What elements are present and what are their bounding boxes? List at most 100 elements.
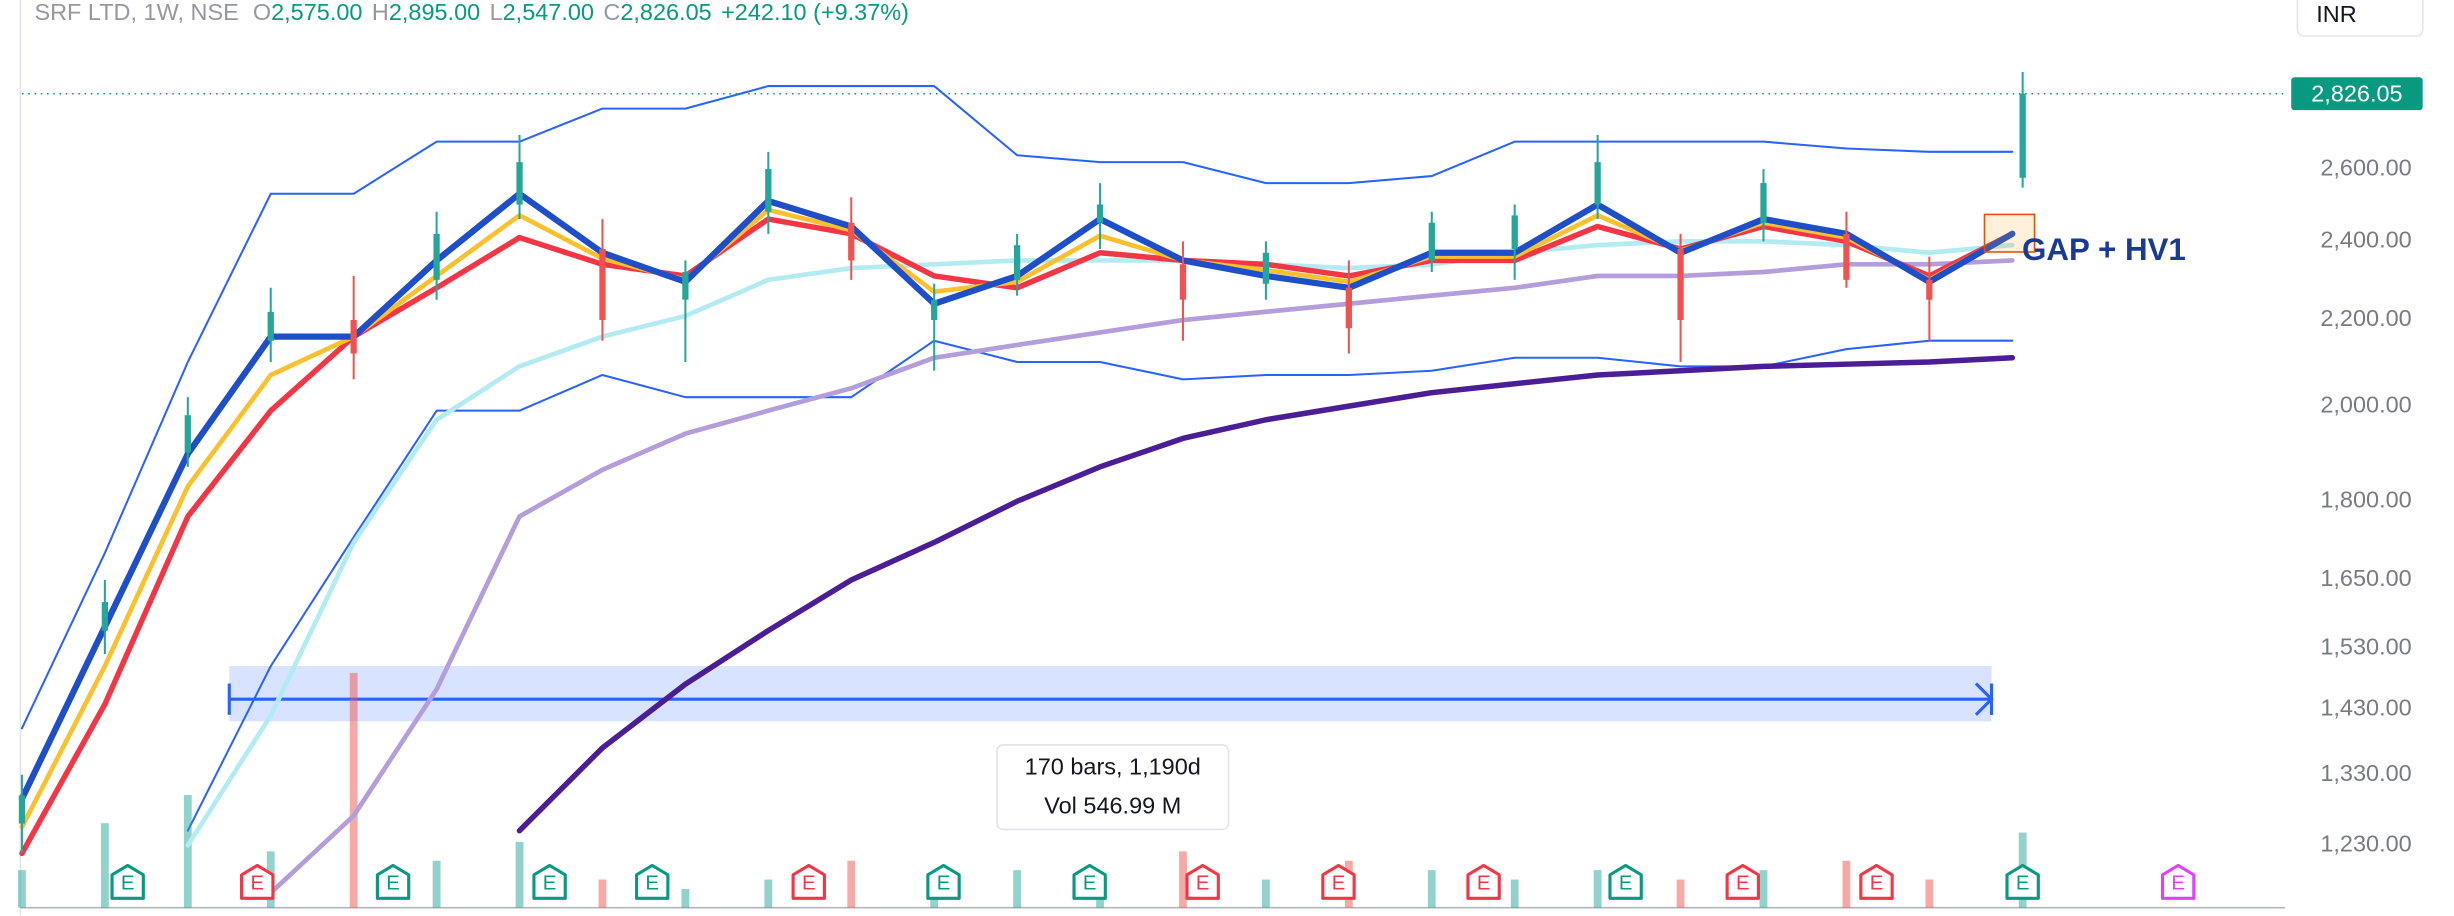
candle-body xyxy=(1345,287,1352,329)
event-label: E xyxy=(1083,873,1097,895)
header-change: +242.10 (+9.37%) xyxy=(721,0,909,25)
candle-body xyxy=(18,795,26,824)
candle-body xyxy=(682,272,689,300)
candle-body xyxy=(2019,93,2026,178)
event-label: E xyxy=(645,873,659,895)
candle-body xyxy=(1760,183,1767,223)
volume-bar xyxy=(1925,879,1934,908)
volume-bar xyxy=(1427,870,1436,908)
volume-bar xyxy=(18,870,26,908)
header-symbol: SRF LTD, 1W, NSE xyxy=(34,0,238,25)
event-marker xyxy=(240,863,275,900)
measure-range xyxy=(229,666,1992,722)
volume-bar xyxy=(183,795,192,908)
header-value: 2,547.00 xyxy=(503,0,594,25)
event-label: E xyxy=(2171,873,2185,895)
channel-lower xyxy=(186,339,2014,832)
y-tick-label: 2,400.00 xyxy=(2320,227,2411,253)
y-tick-label: 1,230.00 xyxy=(2320,831,2411,857)
annotation: GAP + HV1 xyxy=(2022,232,2186,267)
candle-body xyxy=(599,248,606,321)
gap-box xyxy=(1983,213,2036,253)
event-marker xyxy=(2160,863,2196,900)
moving-average xyxy=(516,355,2016,834)
candle-body xyxy=(848,222,855,261)
chart-header: SRF LTD, 1W, NSE O2,575.00 H2,895.00 L2,547… xyxy=(34,0,909,25)
currency-button[interactable] xyxy=(2296,0,2424,37)
y-tick-label: 1,430.00 xyxy=(2320,694,2411,720)
candle-body xyxy=(1594,162,1601,205)
event-label: E xyxy=(937,873,951,895)
candle-body xyxy=(1843,233,1850,280)
candle-body xyxy=(1096,204,1104,223)
event-marker xyxy=(1072,863,1107,900)
candle-body xyxy=(1677,248,1684,321)
candle-body xyxy=(765,169,772,212)
event-label: E xyxy=(2016,873,2030,895)
candle-body xyxy=(1511,215,1518,249)
channel-upper xyxy=(20,85,2014,730)
event-label: E xyxy=(250,873,264,895)
y-tick-label: 1,650.00 xyxy=(2320,565,2411,591)
candle-body xyxy=(1013,245,1021,280)
event-marker xyxy=(110,863,145,900)
volume-bar xyxy=(349,672,358,908)
event-label: E xyxy=(386,873,400,895)
event-label: E xyxy=(1736,873,1750,895)
candle-body xyxy=(931,299,938,321)
header-value: 2,826.05 xyxy=(620,0,711,25)
event-label: E xyxy=(1870,873,1884,895)
event-label: E xyxy=(1196,873,1210,895)
event-marker xyxy=(791,863,826,900)
header-key: O xyxy=(253,0,271,25)
candle-body xyxy=(1926,279,1933,300)
event-marker xyxy=(1608,863,1643,900)
series-layer xyxy=(18,71,2026,896)
candle-body xyxy=(516,162,523,205)
event-label: E xyxy=(1619,873,1633,895)
y-tick-label: 1,530.00 xyxy=(2320,633,2411,659)
measure-volume-label: Vol 546.99 M xyxy=(1044,793,1181,819)
currency-label[interactable]: INR xyxy=(2316,1,2356,27)
volume-bar xyxy=(1179,851,1187,908)
candle-body xyxy=(1262,252,1270,284)
volume-bar xyxy=(681,888,690,908)
header-key: L xyxy=(490,0,503,25)
volume-bar xyxy=(432,860,441,908)
candle-body xyxy=(433,233,440,280)
event-marker xyxy=(1321,863,1356,900)
event-marker xyxy=(635,863,670,900)
volume-bar xyxy=(1593,870,1602,908)
y-tick-label: 2,600.00 xyxy=(2320,154,2411,180)
header-key: H xyxy=(372,0,389,25)
event-marker xyxy=(1859,863,1894,900)
moving-average xyxy=(19,207,2015,830)
volume-bar xyxy=(598,879,607,908)
volume-bar xyxy=(1510,879,1519,908)
candle-body xyxy=(1428,222,1435,261)
measure-bars-label: 170 bars, 1,190d xyxy=(1025,754,1201,780)
last-price-tag xyxy=(2291,77,2423,111)
volume-bar xyxy=(515,841,524,908)
event-marker xyxy=(926,863,961,900)
volume-bar xyxy=(1842,860,1851,908)
event-label: E xyxy=(543,873,557,895)
candle-body xyxy=(350,320,357,354)
event-marker xyxy=(2005,863,2040,900)
volume-bar xyxy=(1013,870,1022,908)
volume-bar xyxy=(847,860,856,908)
event-label: E xyxy=(121,873,135,895)
event-marker xyxy=(1185,863,1220,900)
event-marker xyxy=(1725,863,1760,900)
volume-bar xyxy=(1261,879,1270,908)
event-marker xyxy=(375,863,411,900)
y-tick-label: 2,000.00 xyxy=(2320,391,2411,417)
overlay-layer: 1,230.00 1,330.00 1,430.00 1,530.00 1,650.00… xyxy=(21,77,2423,900)
background-layer xyxy=(18,85,2027,908)
volume-bar xyxy=(1759,870,1768,908)
volume-bar xyxy=(764,879,773,908)
volume-bar xyxy=(100,823,109,908)
volume-bar xyxy=(1676,879,1685,908)
y-tick-label: 1,330.00 xyxy=(2320,760,2411,786)
